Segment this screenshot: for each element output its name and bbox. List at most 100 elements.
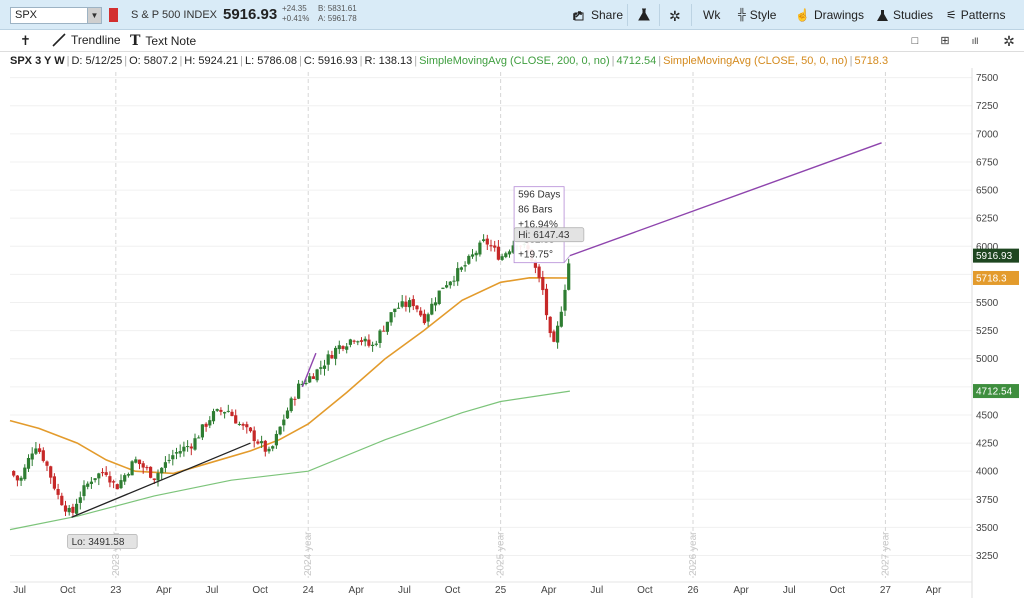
candle-body bbox=[352, 340, 356, 342]
candle-body bbox=[271, 446, 275, 449]
candle-body bbox=[452, 280, 456, 282]
candle bbox=[459, 266, 463, 272]
chart-title: SPX 3 Y W bbox=[10, 55, 65, 67]
studies-flask-icon bbox=[877, 9, 888, 21]
symbol-dropdown-icon[interactable]: ▼ bbox=[87, 8, 101, 23]
candle bbox=[289, 396, 293, 413]
candle-body bbox=[548, 316, 552, 334]
candle bbox=[567, 258, 571, 291]
x-tick-label: Oct bbox=[445, 585, 461, 596]
candle-body bbox=[108, 476, 112, 483]
candle bbox=[182, 441, 186, 457]
candle-body bbox=[404, 301, 408, 307]
grid-icon: ⊞ bbox=[940, 35, 950, 47]
candle bbox=[137, 459, 142, 470]
x-tick-label: Jul bbox=[783, 585, 796, 596]
settings-button[interactable]: ✲ bbox=[669, 8, 681, 25]
candle bbox=[278, 426, 282, 436]
candle-body bbox=[408, 300, 412, 308]
price-chart[interactable]: 2023 year 2024 year 2025 year 2026 year 2027… bbox=[0, 68, 1024, 605]
text-note-tool[interactable]: T Text Note bbox=[130, 33, 196, 49]
patterns-button[interactable]: ⚟ Patterns bbox=[946, 8, 1005, 22]
candle bbox=[422, 309, 426, 325]
candle-body bbox=[182, 446, 186, 452]
candle-body bbox=[489, 245, 493, 247]
text-note-label: Text Note bbox=[145, 34, 197, 48]
candle-body bbox=[178, 451, 182, 454]
candle-body bbox=[52, 476, 56, 489]
candle bbox=[456, 262, 460, 286]
candle-body bbox=[282, 419, 286, 426]
low-marker: Lo: 3491.58 bbox=[67, 533, 138, 549]
maximize-button[interactable]: □ bbox=[906, 32, 924, 50]
candle-body bbox=[382, 330, 386, 332]
studies-button[interactable]: Studies bbox=[876, 8, 933, 22]
alert-flag-icon[interactable] bbox=[109, 8, 118, 22]
candle-body bbox=[38, 448, 42, 452]
candle-style-icon: ╬ bbox=[738, 9, 746, 21]
candle bbox=[34, 442, 38, 455]
aggregation-button[interactable]: Wk bbox=[703, 8, 720, 22]
candle-body bbox=[56, 489, 60, 495]
candle bbox=[537, 264, 541, 283]
candle bbox=[204, 422, 208, 432]
drawing-toolbar: ✝ Trendline T Text Note □ ⊞ ıll ✲ bbox=[0, 30, 1024, 52]
y-tick-label: 7500 bbox=[976, 73, 999, 84]
share-button[interactable]: Share bbox=[573, 8, 623, 22]
drawings-button[interactable]: ☝ Drawings bbox=[795, 8, 864, 22]
candle bbox=[293, 396, 297, 406]
candle bbox=[374, 340, 378, 347]
grid-layout-button[interactable]: ⊞ bbox=[936, 32, 954, 50]
chart-settings-button[interactable]: ✲ bbox=[1000, 32, 1018, 50]
year-label: 2026 year bbox=[688, 531, 699, 576]
candle bbox=[56, 483, 60, 500]
candle-body bbox=[67, 507, 71, 513]
candle bbox=[507, 249, 512, 258]
candle-body bbox=[389, 312, 393, 323]
candle-body bbox=[348, 339, 352, 345]
candle bbox=[45, 460, 49, 471]
style-button[interactable]: ╬ Style bbox=[738, 8, 776, 22]
bid-ask: B: 5831.61 A: 5961.78 bbox=[318, 4, 357, 24]
candle bbox=[544, 283, 549, 320]
candle bbox=[441, 287, 445, 290]
candle bbox=[430, 298, 434, 316]
candle-body bbox=[15, 475, 19, 481]
candle-body bbox=[104, 472, 108, 475]
lab-button[interactable] bbox=[638, 8, 650, 21]
x-tick-label: Oct bbox=[830, 585, 846, 596]
candle bbox=[334, 345, 338, 366]
info-open: O: 5807.2 bbox=[129, 55, 178, 67]
candle bbox=[474, 250, 478, 262]
candle bbox=[404, 295, 408, 312]
candle bbox=[75, 498, 79, 515]
candle-body bbox=[559, 311, 563, 327]
candle-body bbox=[130, 461, 134, 476]
candle bbox=[556, 321, 560, 349]
candle-body bbox=[356, 341, 360, 343]
candle-body bbox=[485, 238, 489, 245]
candle-body bbox=[293, 398, 297, 400]
candle bbox=[119, 474, 123, 490]
pin-button[interactable]: ✝ bbox=[20, 33, 31, 49]
price-tag-box bbox=[973, 384, 1019, 399]
candle bbox=[304, 379, 308, 386]
candle bbox=[504, 251, 508, 259]
y-tick-label: 6500 bbox=[976, 186, 999, 197]
display-toggle-button[interactable]: ıll bbox=[966, 32, 984, 50]
sma50-label: SimpleMovingAvg (CLOSE, 50, 0, no) bbox=[663, 55, 848, 67]
candle-body bbox=[189, 446, 193, 449]
x-tick-label: Apr bbox=[541, 585, 557, 596]
symbol-selector[interactable]: SPX ▼ bbox=[10, 7, 102, 24]
candle-body bbox=[359, 340, 364, 342]
candle bbox=[470, 249, 475, 259]
candle-body bbox=[174, 452, 179, 454]
candle bbox=[26, 454, 31, 473]
trendline-tool[interactable]: Trendline bbox=[52, 33, 121, 47]
candle bbox=[49, 465, 53, 484]
patterns-icon: ⚟ bbox=[946, 8, 957, 22]
candle bbox=[189, 443, 193, 456]
price-tag-box bbox=[973, 270, 1019, 285]
candle-body bbox=[30, 453, 34, 460]
